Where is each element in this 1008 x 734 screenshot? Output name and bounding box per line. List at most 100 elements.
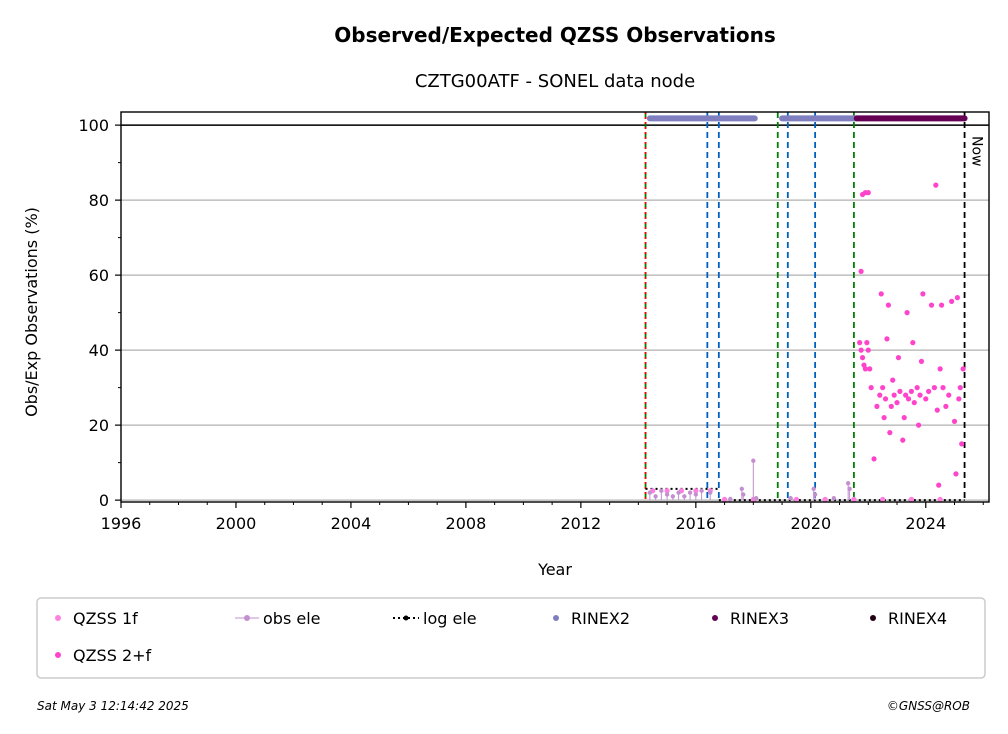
x-tick-label: 1996 xyxy=(101,514,142,533)
data-point xyxy=(887,430,893,436)
data-point xyxy=(859,355,866,361)
data-point xyxy=(874,403,880,409)
obs-ele-point xyxy=(687,490,693,495)
data-point xyxy=(937,496,943,502)
data-point xyxy=(933,182,939,188)
data-point xyxy=(926,388,932,394)
data-point xyxy=(895,355,902,361)
y-tick-label: 60 xyxy=(89,266,109,285)
data-point xyxy=(943,403,949,409)
data-point xyxy=(882,396,889,402)
data-point xyxy=(878,291,884,297)
data-point xyxy=(877,392,883,398)
data-point xyxy=(956,396,962,402)
data-point xyxy=(915,422,922,428)
obs-ele-point xyxy=(812,492,818,497)
obs-ele-point xyxy=(682,494,687,499)
data-point xyxy=(864,340,870,346)
data-point xyxy=(822,496,828,502)
data-point xyxy=(885,302,892,308)
event-lines xyxy=(644,112,966,502)
legend-label: RINEX3 xyxy=(730,609,789,628)
now-label: Now xyxy=(969,136,985,167)
x-tick-label: 2012 xyxy=(561,514,602,533)
obs-ele-point xyxy=(831,496,836,501)
x-tick-label: 2024 xyxy=(905,514,946,533)
axes: 0 20 40 60 80 100 1996 2000 2004 2008 2012 2016 2020… xyxy=(78,111,990,533)
data-point xyxy=(867,366,873,372)
grid-lines xyxy=(121,124,989,501)
data-point xyxy=(911,400,917,406)
data-point xyxy=(934,407,940,413)
data-point xyxy=(940,385,946,391)
x-tick-label: 2000 xyxy=(216,514,257,533)
data-point xyxy=(946,392,952,398)
legend-marker xyxy=(244,615,250,621)
data-point xyxy=(914,385,920,391)
obs-ele-point xyxy=(753,496,759,501)
data-point xyxy=(865,190,871,196)
obs-ele-point xyxy=(811,486,816,492)
x-tick-label: 2004 xyxy=(331,514,372,533)
obs-ele-point xyxy=(845,481,851,486)
data-point xyxy=(901,415,907,421)
data-point xyxy=(851,496,857,502)
x-tick-label: 2016 xyxy=(675,514,716,533)
data-point xyxy=(894,400,900,406)
data-point xyxy=(880,496,886,502)
legend-marker xyxy=(712,615,718,621)
data-point xyxy=(890,377,896,383)
data-point xyxy=(918,358,925,364)
data-point xyxy=(908,496,914,502)
obs-ele-point xyxy=(741,492,746,497)
data-point xyxy=(957,385,963,391)
y-tick-label: 0 xyxy=(99,491,109,510)
data-point xyxy=(868,385,874,391)
y-tick-label: 20 xyxy=(89,416,109,435)
data-point xyxy=(928,302,935,308)
obs-ele-point xyxy=(699,488,704,493)
data-point xyxy=(884,336,890,342)
data-point xyxy=(917,392,923,398)
data-point xyxy=(951,418,958,424)
obs-ele-point xyxy=(708,490,713,495)
data-point xyxy=(865,347,871,353)
data-point xyxy=(960,366,966,372)
legend: QZSS 1f obs ele log ele RINEX2 RINEX3 RINEX4 Q… xyxy=(36,597,986,679)
legend-label: RINEX4 xyxy=(888,609,947,628)
data-point xyxy=(862,366,869,372)
data-point xyxy=(910,340,916,346)
data-point xyxy=(949,298,955,304)
obs-ele-point xyxy=(647,490,653,495)
footer-credit: ©GNSS@ROB xyxy=(887,699,970,713)
legend-marker xyxy=(403,615,409,621)
data-point xyxy=(664,488,670,494)
obs-ele-point xyxy=(788,496,793,501)
obs-ele-point xyxy=(664,492,670,497)
obs-ele-point xyxy=(676,490,681,495)
plot-data xyxy=(645,115,968,502)
data-point xyxy=(857,340,863,346)
legend-label: QZSS 1f xyxy=(73,609,138,628)
data-point xyxy=(858,268,864,274)
chart-subtitle: CZTG00ATF - SONEL data node xyxy=(415,71,695,92)
data-point xyxy=(858,347,864,353)
obs-ele-point xyxy=(739,486,745,492)
data-point xyxy=(937,366,943,372)
data-point xyxy=(908,388,914,394)
obs-ele-point xyxy=(728,496,733,502)
obs-ele-point xyxy=(659,488,664,493)
data-point xyxy=(920,291,926,297)
data-point xyxy=(954,295,960,301)
data-point xyxy=(888,403,894,409)
x-tick-label: 2020 xyxy=(790,514,831,533)
y-tick-label: 40 xyxy=(89,341,109,360)
data-point xyxy=(880,385,886,391)
legend-label: QZSS 2+f xyxy=(73,646,152,665)
legend-marker xyxy=(55,615,61,621)
data-point xyxy=(959,441,965,447)
legend-label: RINEX2 xyxy=(571,609,630,628)
obs-ele-point xyxy=(653,494,658,499)
legend-marker xyxy=(870,615,876,621)
